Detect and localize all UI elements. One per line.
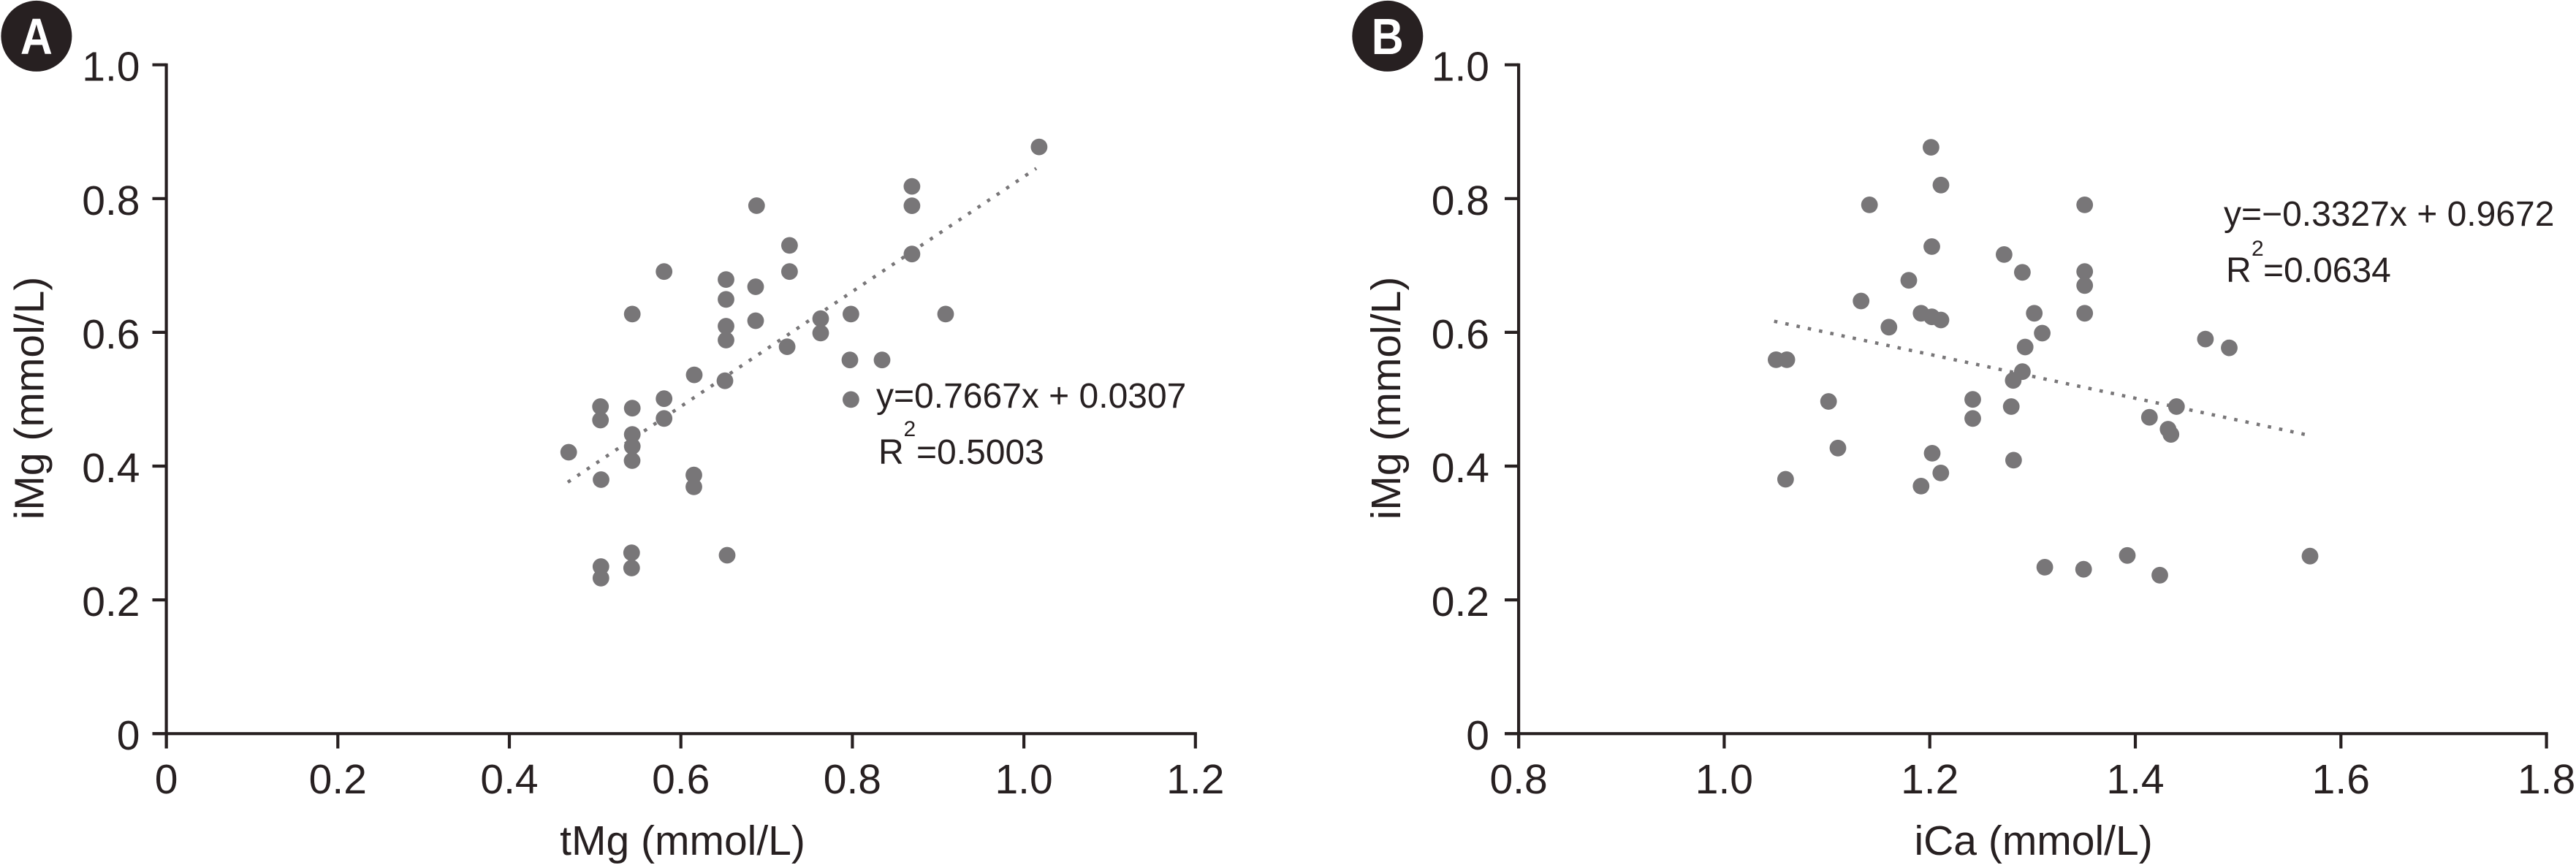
svg-text:A: A: [20, 8, 53, 65]
svg-text:0.6: 0.6: [82, 311, 140, 358]
svg-text:0: 0: [117, 712, 140, 759]
svg-text:0.8: 0.8: [824, 756, 881, 803]
svg-text:0.8: 0.8: [82, 178, 140, 224]
svg-text:1.6: 1.6: [2312, 756, 2370, 803]
svg-text:1.2: 1.2: [1901, 756, 1958, 803]
svg-text:0: 0: [155, 756, 178, 803]
svg-text:0.6: 0.6: [1432, 311, 1489, 358]
svg-text:R: R: [878, 433, 904, 472]
svg-text:iMg (mmol/L): iMg (mmol/L): [1363, 277, 1410, 520]
svg-text:R: R: [2226, 251, 2252, 290]
svg-text:0.8: 0.8: [1489, 756, 1547, 803]
svg-text:0.6: 0.6: [652, 756, 710, 803]
svg-text:1.8: 1.8: [2518, 756, 2575, 803]
svg-text:=0.0634: =0.0634: [2263, 251, 2391, 290]
svg-text:2: 2: [2252, 237, 2264, 261]
svg-text:0.2: 0.2: [309, 756, 367, 803]
svg-text:y=−0.3327x + 0.9672: y=−0.3327x + 0.9672: [2224, 195, 2554, 234]
svg-text:0.4: 0.4: [1432, 445, 1489, 492]
svg-text:1.0: 1.0: [1432, 44, 1489, 91]
svg-text:0.8: 0.8: [1432, 178, 1489, 224]
svg-text:0.4: 0.4: [82, 445, 140, 492]
svg-text:=0.5003: =0.5003: [916, 433, 1044, 472]
svg-text:tMg (mmol/L): tMg (mmol/L): [560, 818, 805, 864]
svg-text:0.2: 0.2: [82, 579, 140, 625]
svg-text:iCa (mmol/L): iCa (mmol/L): [1914, 818, 2152, 864]
svg-text:1.0: 1.0: [82, 44, 140, 91]
svg-text:B: B: [1372, 8, 1404, 65]
svg-text:2: 2: [904, 417, 916, 441]
svg-text:iMg (mmol/L): iMg (mmol/L): [7, 277, 53, 520]
svg-text:0.4: 0.4: [480, 756, 538, 803]
svg-text:0: 0: [1466, 712, 1489, 759]
svg-text:1.2: 1.2: [1166, 756, 1224, 803]
svg-text:1.4: 1.4: [2106, 756, 2164, 803]
svg-text:y=0.7667x + 0.0307: y=0.7667x + 0.0307: [876, 377, 1186, 416]
svg-text:0.2: 0.2: [1432, 579, 1489, 625]
svg-text:1.0: 1.0: [1695, 756, 1753, 803]
svg-text:1.0: 1.0: [995, 756, 1052, 803]
